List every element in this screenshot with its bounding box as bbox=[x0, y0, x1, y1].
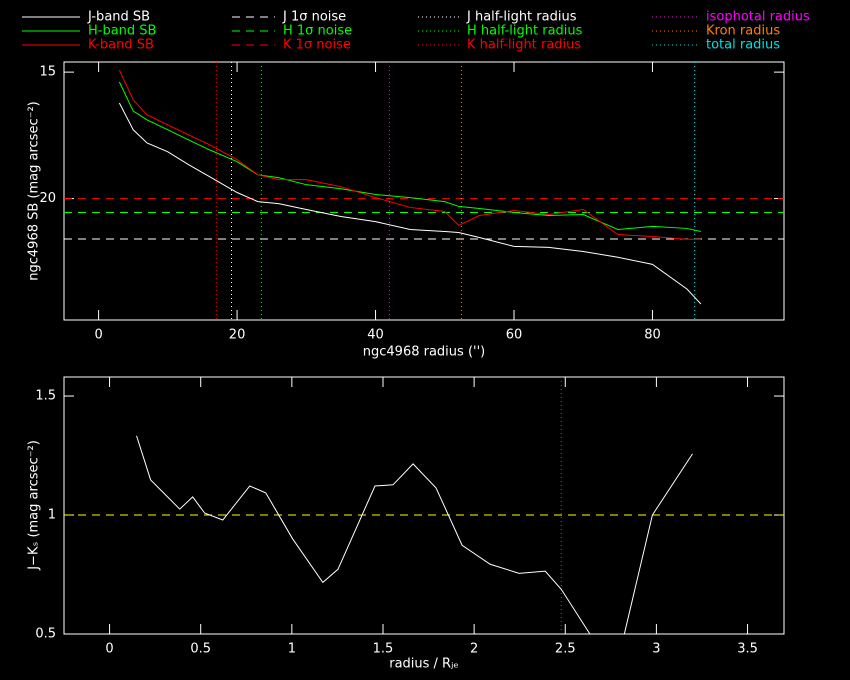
x-axis-label: ngc4968 radius ('') bbox=[363, 345, 485, 360]
x-tick-label: 0.5 bbox=[190, 642, 211, 657]
x-tick-label: 60 bbox=[506, 328, 523, 343]
x-tick-label: 0 bbox=[105, 642, 113, 657]
x-tick-label: 40 bbox=[367, 328, 384, 343]
plot-frame bbox=[63, 61, 785, 321]
y-tick-label: 15 bbox=[39, 65, 56, 80]
legend-label: H 1σ noise bbox=[283, 24, 352, 39]
x-tick-label: 2 bbox=[470, 642, 478, 657]
y-tick-label: 1.5 bbox=[35, 389, 56, 404]
legend-label: total radius bbox=[706, 38, 780, 53]
x-tick-label: 1 bbox=[288, 642, 296, 657]
legend-label: K 1σ noise bbox=[283, 38, 351, 53]
y-tick-label: 1 bbox=[48, 508, 56, 523]
y-tick-label: 20 bbox=[39, 191, 56, 206]
legend-label: J-band SB bbox=[87, 10, 150, 25]
x-tick-label: 3.5 bbox=[737, 642, 758, 657]
legend-label: isophotal radius bbox=[706, 10, 810, 25]
y-axis-label: ngc4968 SB (mag arcsec⁻²) bbox=[27, 101, 42, 280]
x-tick-label: 0 bbox=[94, 328, 102, 343]
legend-label: K-band SB bbox=[88, 38, 154, 53]
x-tick-label: 2.5 bbox=[555, 642, 576, 657]
legend-label: H half-light radius bbox=[467, 24, 583, 39]
x-tick-label: 1.5 bbox=[373, 642, 394, 657]
x-axis-label: radius / Rⱼₑ bbox=[389, 657, 459, 672]
data-line bbox=[118, 69, 701, 240]
legend-label: J 1σ noise bbox=[282, 10, 346, 25]
plot-frame bbox=[63, 376, 785, 635]
data-line bbox=[118, 81, 702, 232]
x-tick-label: 3 bbox=[652, 642, 660, 657]
x-tick-label: 80 bbox=[644, 328, 661, 343]
legend-label: J half-light radius bbox=[466, 10, 577, 25]
legend-label: Kron radius bbox=[706, 24, 780, 39]
y-tick-label: 0.5 bbox=[35, 627, 56, 642]
x-tick-label: 20 bbox=[229, 328, 246, 343]
y-axis-label: J−Kₛ (mag arcsec⁻²) bbox=[27, 440, 42, 571]
data-line bbox=[118, 102, 702, 305]
legend-label: K half-light radius bbox=[467, 38, 581, 53]
legend-label: H-band SB bbox=[88, 24, 156, 39]
data-line bbox=[136, 435, 693, 634]
